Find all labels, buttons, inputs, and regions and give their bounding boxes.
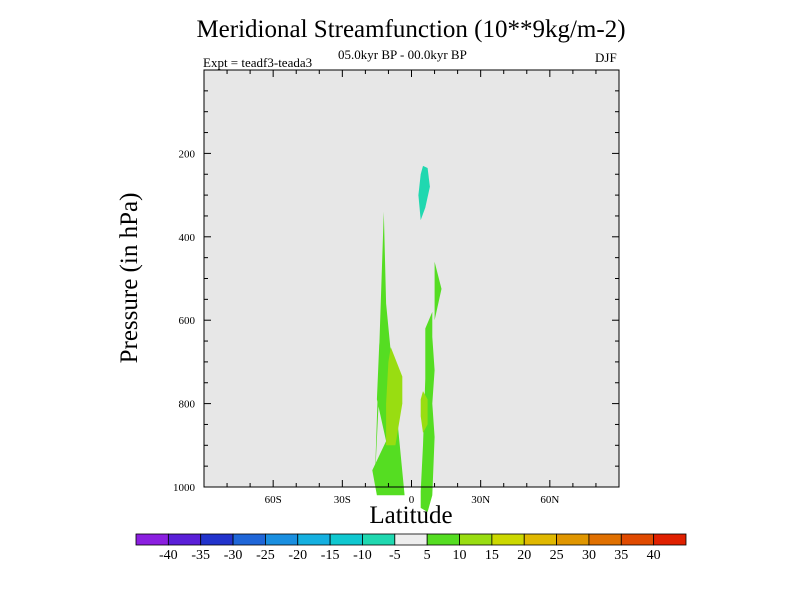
contour-region-3: [418, 165, 430, 221]
x-axis-label: Latitude: [369, 502, 453, 529]
colorbar-swatch: [232, 533, 266, 546]
colorbar-swatch: [556, 533, 590, 546]
colorbar: -40 -35 -30 -25 -20 -15 -10 -5 5 10 15 20 25 30 35 40: [135, 533, 687, 563]
chart-subtitle: 05.0kyr BP - 00.0kyr BP: [338, 47, 467, 62]
x-tick-label: 0: [409, 494, 415, 506]
colorbar-swatch: [653, 533, 687, 546]
colorbar-label: -10: [353, 548, 372, 563]
colorbar-label: -20: [288, 548, 307, 563]
colorbar-swatch: [362, 533, 396, 546]
y-tick-label: 600: [179, 315, 196, 327]
colorbar-swatch: [491, 533, 525, 546]
colorbar-swatch: [135, 533, 169, 546]
colorbar-label: -25: [256, 548, 275, 563]
colorbar-label: 30: [582, 548, 596, 563]
colorbar-swatch: [588, 533, 622, 546]
x-tick-label: 30S: [334, 494, 351, 506]
season-label: DJF: [595, 50, 617, 65]
experiment-label: Expt = teadf3-teada3: [203, 55, 313, 70]
y-tick-label: 1000: [173, 482, 196, 494]
colorbar-label: -15: [321, 548, 340, 563]
colorbar-label: 10: [453, 548, 467, 563]
colorbar-swatch: [265, 533, 299, 546]
contour-region-5: [420, 391, 428, 433]
contour-region-1: [420, 311, 435, 512]
colorbar-label: 5: [424, 548, 431, 563]
colorbar-label: 15: [485, 548, 499, 563]
colorbar-swatch: [523, 533, 557, 546]
contour-region-4: [386, 347, 403, 446]
colorbar-label: 20: [517, 548, 531, 563]
colorbar-swatch: [167, 533, 202, 546]
colorbar-swatch: [329, 533, 363, 546]
colorbar-label: -40: [159, 548, 178, 563]
colorbar-swatch: [297, 533, 331, 546]
plot-area: [204, 70, 619, 487]
y-tick-label: 400: [179, 232, 196, 244]
colorbar-label: 40: [647, 548, 661, 563]
colorbar-label: -35: [191, 548, 210, 563]
x-tick-label: 60S: [265, 494, 282, 506]
y-tick-label: 200: [179, 148, 196, 160]
axis-ticks: 60S 30S 0 30N 60N 200 400 600 800 1000: [173, 69, 620, 506]
colorbar-label: -30: [224, 548, 243, 563]
colorbar-swatch: [394, 533, 428, 546]
colorbar-label: 25: [550, 548, 564, 563]
colorbar-swatch: [459, 533, 493, 546]
colorbar-label: -5: [389, 548, 401, 563]
contour-regions: [372, 165, 442, 512]
colorbar-swatch: [620, 533, 655, 546]
colorbar-label: 35: [614, 548, 628, 563]
contour-region-2: [434, 257, 442, 321]
x-tick-label: 30N: [471, 494, 490, 506]
chart-title: Meridional Streamfunction (10**9kg/m-2): [196, 16, 626, 43]
y-tick-label: 800: [179, 399, 196, 411]
x-tick-label: 60N: [540, 494, 559, 506]
colorbar-swatch: [426, 533, 460, 546]
colorbar-swatch: [200, 533, 234, 546]
